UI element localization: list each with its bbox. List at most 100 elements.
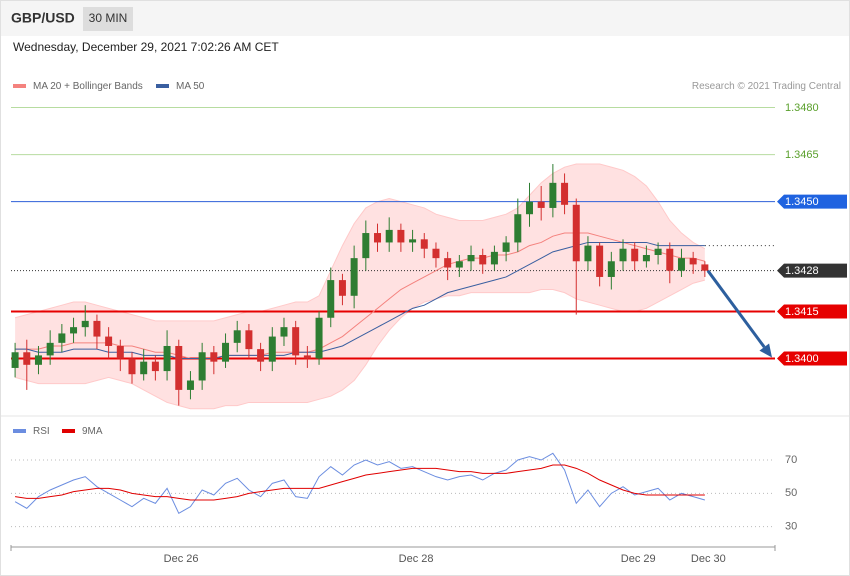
candle-body — [490, 251, 498, 265]
candle-body — [233, 330, 241, 343]
rsi-line — [15, 464, 705, 501]
level-label: 1.3450 — [785, 196, 819, 208]
candle-body — [315, 317, 323, 359]
candle-body — [175, 345, 183, 390]
source-credit: Research © 2021 Trading Central — [692, 81, 841, 92]
x-tick-label: Dec 29 — [621, 553, 656, 565]
candle-body — [210, 352, 218, 362]
candle-body — [455, 261, 463, 268]
candle-body — [93, 320, 101, 337]
symbol: GBP/USD — [11, 10, 75, 26]
candle-body — [467, 255, 475, 262]
candle-body — [186, 380, 194, 390]
candle-body — [444, 258, 452, 268]
candle-body — [140, 361, 148, 375]
x-tick-label: Dec 30 — [691, 553, 726, 565]
forecast-arrow — [706, 269, 766, 348]
level-label-box — [777, 304, 847, 319]
candle-body — [198, 352, 206, 381]
header-bar — [1, 1, 849, 36]
candle-body — [245, 330, 253, 350]
candle-body — [362, 233, 370, 259]
candle-body — [642, 255, 650, 262]
level-label-box — [777, 351, 847, 366]
y-tick-label: 50 — [785, 487, 797, 499]
level-label: 1.3428 — [785, 265, 819, 277]
level-label: 1.3400 — [785, 353, 819, 365]
candle-body — [619, 248, 627, 262]
legend-swatch — [62, 429, 75, 433]
candle-body — [292, 327, 300, 356]
candle-body — [151, 361, 159, 372]
candle-body — [561, 182, 569, 205]
candle-body — [420, 239, 428, 249]
candle-body — [502, 242, 510, 252]
timeframe[interactable]: 30 MIN — [89, 11, 128, 25]
candle-body — [701, 264, 709, 271]
candle-body — [409, 239, 417, 243]
candle-body — [70, 327, 78, 334]
legend-swatch — [156, 84, 169, 88]
candle-body — [607, 261, 615, 277]
candle-body — [327, 280, 335, 318]
candle-body — [303, 355, 311, 359]
legend-label: RSI — [33, 426, 50, 437]
candle-body — [116, 345, 124, 359]
candle-body — [479, 255, 487, 265]
forecast-arrow-head — [759, 343, 772, 358]
candle-body — [46, 342, 54, 356]
candle-body — [81, 320, 89, 328]
candle-body — [596, 245, 604, 277]
candle-body — [23, 352, 31, 365]
candle-body — [163, 345, 171, 372]
candle-body — [666, 248, 674, 271]
candle-body — [432, 248, 440, 259]
bollinger-lower — [14, 279, 705, 410]
candle-body — [549, 182, 557, 208]
level-label-box — [777, 194, 847, 209]
timeframe-box[interactable] — [83, 7, 133, 31]
candle-body — [34, 355, 42, 365]
candle-body — [105, 336, 113, 346]
level-label: 1.3415 — [785, 306, 819, 318]
candle-body — [631, 248, 639, 262]
candle-body — [257, 349, 265, 362]
y-tick-label: 30 — [785, 521, 797, 533]
moving-average — [15, 232, 705, 360]
legend-label: MA 50 — [176, 81, 205, 92]
legend-swatch — [13, 429, 26, 433]
candle-body — [268, 336, 276, 362]
candle-body — [537, 201, 545, 208]
candle-body — [654, 248, 662, 255]
level-label: 1.3465 — [785, 149, 819, 161]
candle-body — [128, 358, 136, 375]
candle-body — [338, 280, 346, 296]
candle-body — [689, 258, 697, 265]
legend-swatch — [13, 84, 26, 88]
rsi-line — [14, 452, 705, 515]
bollinger-fill — [15, 164, 705, 409]
candle-body — [58, 333, 66, 343]
legend-label: MA 20 + Bollinger Bands — [33, 81, 143, 92]
candle-body — [222, 342, 230, 362]
candle-body — [11, 352, 19, 368]
candle-body — [572, 204, 580, 262]
x-tick-label: Dec 26 — [164, 553, 199, 565]
bollinger-upper — [14, 163, 706, 322]
candle-body — [385, 229, 393, 243]
candle-body — [677, 258, 685, 271]
level-label-box — [777, 263, 847, 278]
y-tick-label: 70 — [785, 454, 797, 466]
candle-body — [350, 258, 358, 296]
x-tick-label: Dec 28 — [399, 553, 434, 565]
candle-body — [397, 229, 405, 243]
candle-body — [514, 214, 522, 243]
candle-body — [525, 201, 533, 215]
candle-body — [280, 327, 288, 337]
timestamp: Wednesday, December 29, 2021 7:02:26 AM … — [13, 40, 279, 54]
legend-label: 9MA — [82, 426, 103, 437]
moving-average — [15, 241, 705, 360]
level-label: 1.3480 — [785, 102, 819, 114]
